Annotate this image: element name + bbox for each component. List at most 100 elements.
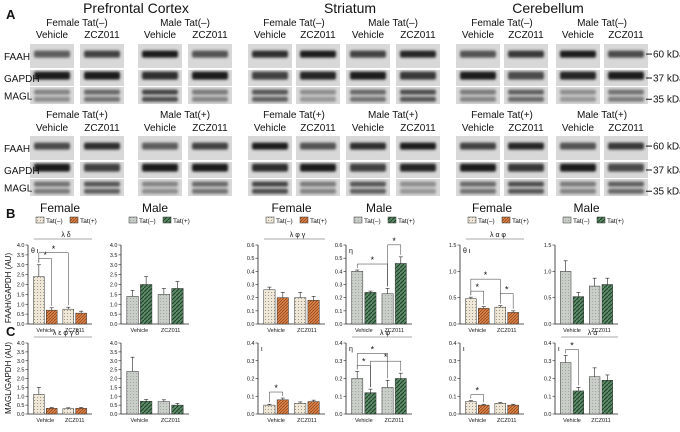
blot-band xyxy=(252,188,288,194)
legend-label-tat-minus: Tat(–) xyxy=(139,218,156,225)
significance-bracket xyxy=(356,353,388,379)
significance-star: * xyxy=(570,340,574,350)
bar xyxy=(601,284,613,325)
y-tick-label: 4.0 xyxy=(110,341,118,347)
significance-bracket xyxy=(370,360,402,388)
y-tick-label: 0.0 xyxy=(110,322,118,328)
blot-band xyxy=(192,181,228,187)
y-tick-label: 3.5 xyxy=(17,350,25,356)
bar xyxy=(394,263,407,325)
stat-symbols: θ ι xyxy=(463,248,471,255)
significance-star: * xyxy=(362,356,366,366)
blot-treatment-label: Vehicle xyxy=(562,123,595,134)
blot-band xyxy=(508,71,544,80)
blot-band xyxy=(400,181,436,187)
kda-label: 35 kDa xyxy=(653,95,680,106)
bar xyxy=(494,403,506,415)
blot-band xyxy=(460,163,496,172)
significance-bracket xyxy=(38,252,69,306)
legend-swatch-tat-plus xyxy=(387,216,397,224)
significance-star: * xyxy=(52,244,56,254)
y-tick-label: 0.0 xyxy=(110,412,118,418)
blot-band xyxy=(560,163,596,172)
y-tick-label: 2.5 xyxy=(17,368,25,374)
y-tick-label: 0.2 xyxy=(449,377,457,383)
blot-band xyxy=(84,89,120,95)
blot-band xyxy=(350,71,386,80)
blot-band xyxy=(350,188,386,194)
bar xyxy=(276,297,289,325)
blot-group-label: Male Tat(+) xyxy=(577,110,627,121)
y-tick-label: 2.5 xyxy=(110,368,118,374)
significance-star: * xyxy=(484,270,488,280)
region-title-cb: Cerebellum xyxy=(512,0,584,16)
y-tick-label: 4.0 xyxy=(110,243,118,249)
y-tick-label: 0.3 xyxy=(335,359,343,365)
blot-band xyxy=(400,71,436,80)
bar xyxy=(351,271,364,325)
blot-treatment-label: ZCZ011 xyxy=(300,123,336,134)
y-tick-label: 0.4 xyxy=(449,341,457,347)
bar xyxy=(572,390,584,415)
bar xyxy=(494,306,506,325)
bar xyxy=(465,298,477,325)
y-tick-label: 0.0 xyxy=(17,322,25,328)
blot-band xyxy=(84,181,120,187)
bar xyxy=(601,380,613,415)
blot-band xyxy=(142,96,178,102)
blot-row-label: GAPDH xyxy=(4,74,40,85)
significance-bracket xyxy=(470,278,501,304)
blot-group-label: Male Tat(–) xyxy=(160,18,210,29)
blot-band xyxy=(34,71,70,80)
blot-treatment-label: ZCZ011 xyxy=(608,30,644,41)
significance-star: * xyxy=(371,344,375,354)
blot-band xyxy=(142,71,178,80)
blot-band xyxy=(300,142,336,150)
bar xyxy=(589,285,601,325)
blot-band xyxy=(252,50,288,58)
blot-group-label: Female Tat(+) xyxy=(471,110,533,121)
significance-bracket xyxy=(500,293,514,309)
x-tick-label: ZCZ011 xyxy=(65,418,84,424)
blot-band xyxy=(34,181,70,187)
blot-band xyxy=(350,181,386,187)
blot-band xyxy=(400,142,436,150)
y-tick-label: 0.5 xyxy=(335,256,343,262)
blot-band xyxy=(300,96,336,102)
blot-band xyxy=(350,142,386,150)
y-tick-label: 2.0 xyxy=(17,377,25,383)
blot-band xyxy=(84,163,120,172)
blot-band xyxy=(560,50,596,58)
blot-band xyxy=(560,188,596,194)
blot-band xyxy=(142,50,178,58)
y-tick-label: 3.5 xyxy=(110,253,118,259)
y-axis-label-c: MAGL/GAPDH (AU) xyxy=(4,342,13,414)
significance-star: * xyxy=(476,282,480,292)
y-tick-label: 0.0 xyxy=(449,322,457,328)
bar xyxy=(507,404,519,415)
blot-band xyxy=(84,142,120,150)
y-tick-label: 3.0 xyxy=(17,359,25,365)
blot-band xyxy=(300,163,336,172)
y-tick-label: 2.0 xyxy=(110,283,118,289)
y-tick-label: 0.6 xyxy=(335,243,343,249)
blot-band xyxy=(508,50,544,58)
bar xyxy=(465,401,477,415)
blot-band xyxy=(608,142,644,150)
blot-band xyxy=(560,96,596,102)
blot-treatment-label: Vehicle xyxy=(144,30,177,41)
bar xyxy=(364,392,377,415)
blot-group-label: Female Tat(+) xyxy=(46,110,108,121)
bar xyxy=(364,292,377,325)
bar xyxy=(171,288,184,325)
blot-band xyxy=(192,71,228,80)
blot-treatment-label: ZCZ011 xyxy=(400,123,436,134)
blot-band xyxy=(34,89,70,95)
y-tick-label: 1.0 xyxy=(17,394,25,400)
x-tick-label: Vehicle xyxy=(468,328,486,334)
kda-label: 37 kDa xyxy=(653,166,680,177)
blot-band xyxy=(560,89,596,95)
bar xyxy=(157,401,170,415)
blot-band xyxy=(508,181,544,187)
